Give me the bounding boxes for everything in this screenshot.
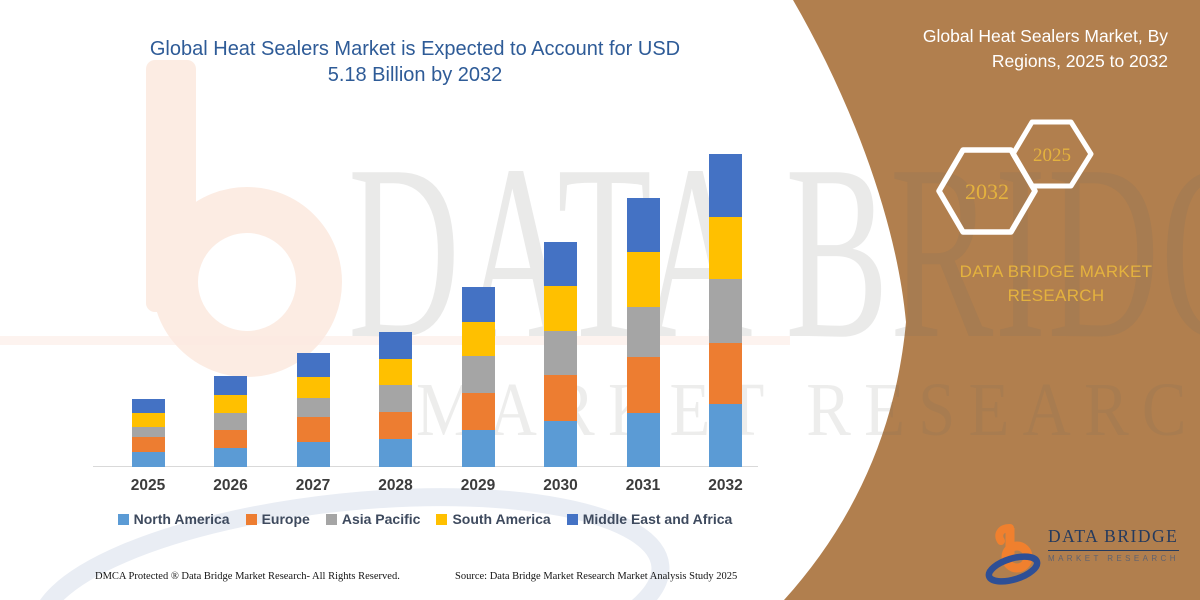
legend-item-asia-pacific: Asia Pacific — [325, 511, 421, 527]
company-logo-icon — [985, 524, 1041, 585]
x-axis-label-2031: 2031 — [625, 477, 661, 494]
bar-2027-north-america — [296, 441, 330, 467]
bar-2025-asia-pacific — [131, 426, 165, 438]
hexagon-2032-label: 2032 — [965, 179, 1009, 204]
bar-2031-south-america — [626, 251, 660, 307]
x-axis-label-2029: 2029 — [460, 477, 496, 494]
brand-wordmark-line1: DATA BRIDGE MARKET — [959, 262, 1153, 281]
legend-item-middle-east-and-africa: Middle East and Africa — [566, 511, 733, 527]
legend-swatch — [436, 513, 448, 525]
bar-2027-south-america — [296, 377, 330, 399]
bar-2027-asia-pacific — [296, 398, 330, 418]
side-panel-title-line2: Regions, 2025 to 2032 — [991, 51, 1168, 71]
bar-2029-north-america — [461, 429, 495, 467]
bar-2025-middle-east-and-africa — [131, 398, 165, 413]
bar-2027-middle-east-and-africa — [296, 352, 330, 377]
legend-label: Middle East and Africa — [582, 511, 733, 527]
bar-2028-north-america — [379, 438, 412, 467]
company-logo-text: DATA BRIDGE MARKET RESEARCH — [1048, 526, 1179, 563]
legend-swatch — [325, 513, 337, 525]
hexagon-2025 — [1010, 119, 1094, 189]
bar-2031-asia-pacific — [626, 306, 660, 358]
hexagon-2025-label: 2025 — [1033, 145, 1071, 166]
bar-2030-south-america — [544, 286, 577, 332]
legend-swatch — [566, 513, 578, 525]
bar-2031-north-america — [626, 412, 660, 467]
bar-2029-asia-pacific — [461, 356, 495, 393]
brand-wordmark: DATA BRIDGE MARKET RESEARCH — [946, 260, 1166, 308]
bar-2030-asia-pacific — [544, 331, 577, 376]
chart-title-line2: 5.18 Billion by 2032 — [327, 64, 503, 86]
bar-2029-south-america — [461, 322, 495, 357]
bar-2026-south-america — [214, 395, 247, 413]
bar-2025-europe — [131, 437, 165, 452]
bar-2027-europe — [296, 417, 330, 442]
bar-2026-north-america — [214, 448, 247, 467]
x-axis-label-2032: 2032 — [708, 477, 743, 494]
x-axis-label-2028: 2028 — [378, 477, 413, 494]
legend-item-south-america: South America — [436, 511, 551, 527]
bar-2028-south-america — [379, 358, 412, 386]
bar-2025-north-america — [131, 451, 165, 467]
bar-2031-middle-east-and-africa — [626, 198, 660, 252]
footer-dmca-text: DMCA Protected ® Data Bridge Market Rese… — [95, 571, 400, 582]
watermark-b-bowl — [152, 187, 342, 377]
chart-title-line1: Global Heat Sealers Market is Expected t… — [149, 38, 681, 60]
bar-2030-north-america — [544, 421, 577, 467]
legend-label: South America — [452, 511, 551, 527]
logo-orbit-ellipse — [985, 553, 1041, 585]
bar-2028-europe — [379, 412, 412, 439]
legend-item-north-america: North America — [117, 511, 230, 527]
brand-wordmark-line2: RESEARCH — [1007, 286, 1105, 305]
legend-item-europe: Europe — [245, 511, 310, 527]
bar-2032-middle-east-and-africa — [709, 154, 742, 217]
company-logo-name: DATA BRIDGE — [1048, 526, 1179, 551]
bar-2030-middle-east-and-africa — [544, 242, 577, 287]
year-hexagons: 2032 2025 — [936, 119, 1094, 235]
x-axis-label-2025: 2025 — [130, 477, 166, 494]
footer-source-text: Source: Data Bridge Market Research Mark… — [455, 571, 738, 582]
x-axis-label-2030: 2030 — [543, 477, 578, 494]
hexagon-2032 — [936, 147, 1038, 235]
bar-2029-middle-east-and-africa — [461, 287, 495, 323]
legend-label: North America — [133, 511, 230, 527]
bar-2026-europe — [214, 430, 247, 449]
legend-label: Europe — [261, 511, 310, 527]
watermark-swoosh-ellipse — [30, 488, 670, 600]
chart-title: Global Heat Sealers Market is Expected t… — [115, 36, 715, 88]
side-panel-title: Global Heat Sealers Market, By Regions, … — [838, 24, 1168, 74]
bar-2032-north-america — [709, 404, 742, 467]
x-axis-label-2026: 2026 — [213, 477, 248, 494]
side-panel-path — [784, 0, 1200, 600]
bar-2026-middle-east-and-africa — [214, 376, 247, 396]
x-axis-label-2027: 2027 — [295, 477, 331, 494]
bar-2032-south-america — [709, 216, 742, 280]
company-logo-subtitle: MARKET RESEARCH — [1048, 554, 1179, 563]
bar-2032-asia-pacific — [709, 279, 742, 343]
bar-2025-south-america — [131, 412, 165, 427]
bar-2029-europe — [461, 392, 495, 430]
legend-label: Asia Pacific — [341, 511, 421, 527]
bar-2026-asia-pacific — [214, 412, 247, 431]
legend-swatch — [117, 513, 129, 525]
company-logo: DATA BRIDGE MARKET RESEARCH — [984, 520, 1179, 586]
side-panel-title-line1: Global Heat Sealers Market, By — [922, 26, 1168, 46]
x-axis-line — [93, 466, 758, 467]
bar-2032-europe — [709, 342, 742, 405]
bar-2028-middle-east-and-africa — [379, 332, 412, 359]
bar-2031-europe — [626, 357, 660, 413]
legend: North America Europe Asia Pacific South Ame… — [90, 511, 760, 527]
bar-2028-asia-pacific — [379, 385, 412, 413]
bar-2030-europe — [544, 375, 577, 422]
legend-swatch — [245, 513, 257, 525]
